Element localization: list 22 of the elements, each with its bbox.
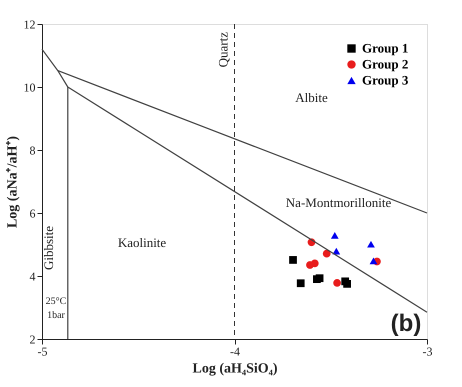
x-tick-label: -5 <box>38 344 48 358</box>
annotation: Albite <box>295 90 328 105</box>
annotation: Na-Montmorillonite <box>286 195 392 210</box>
y-tick-label: 10 <box>24 80 36 94</box>
annotation: 1bar <box>47 310 66 321</box>
y-tick-label: 12 <box>24 18 36 32</box>
ref-line-label: Quartz <box>216 32 230 68</box>
legend-label: Group 3 <box>362 72 409 88</box>
y-axis-title: Log (aNa⁺/aH⁺) <box>6 136 20 228</box>
x-tick-label: -4 <box>230 344 240 358</box>
legend-label: Group 1 <box>362 40 408 56</box>
y-tick-label: 8 <box>30 144 36 158</box>
annotation: Kaolinite <box>118 235 166 250</box>
y-tick-label: 6 <box>30 206 36 220</box>
annotation: (b) <box>390 310 422 337</box>
annotation: 25°C <box>46 296 67 307</box>
y-tick-label: 2 <box>30 332 36 346</box>
y-tick-label: 4 <box>30 270 36 284</box>
annotation: Gibbsite <box>41 226 56 270</box>
legend-label: Group 2 <box>362 56 408 72</box>
x-tick-label: -3 <box>422 344 432 358</box>
x-axis-title: Log (aH₄SiO₄) <box>192 362 278 376</box>
